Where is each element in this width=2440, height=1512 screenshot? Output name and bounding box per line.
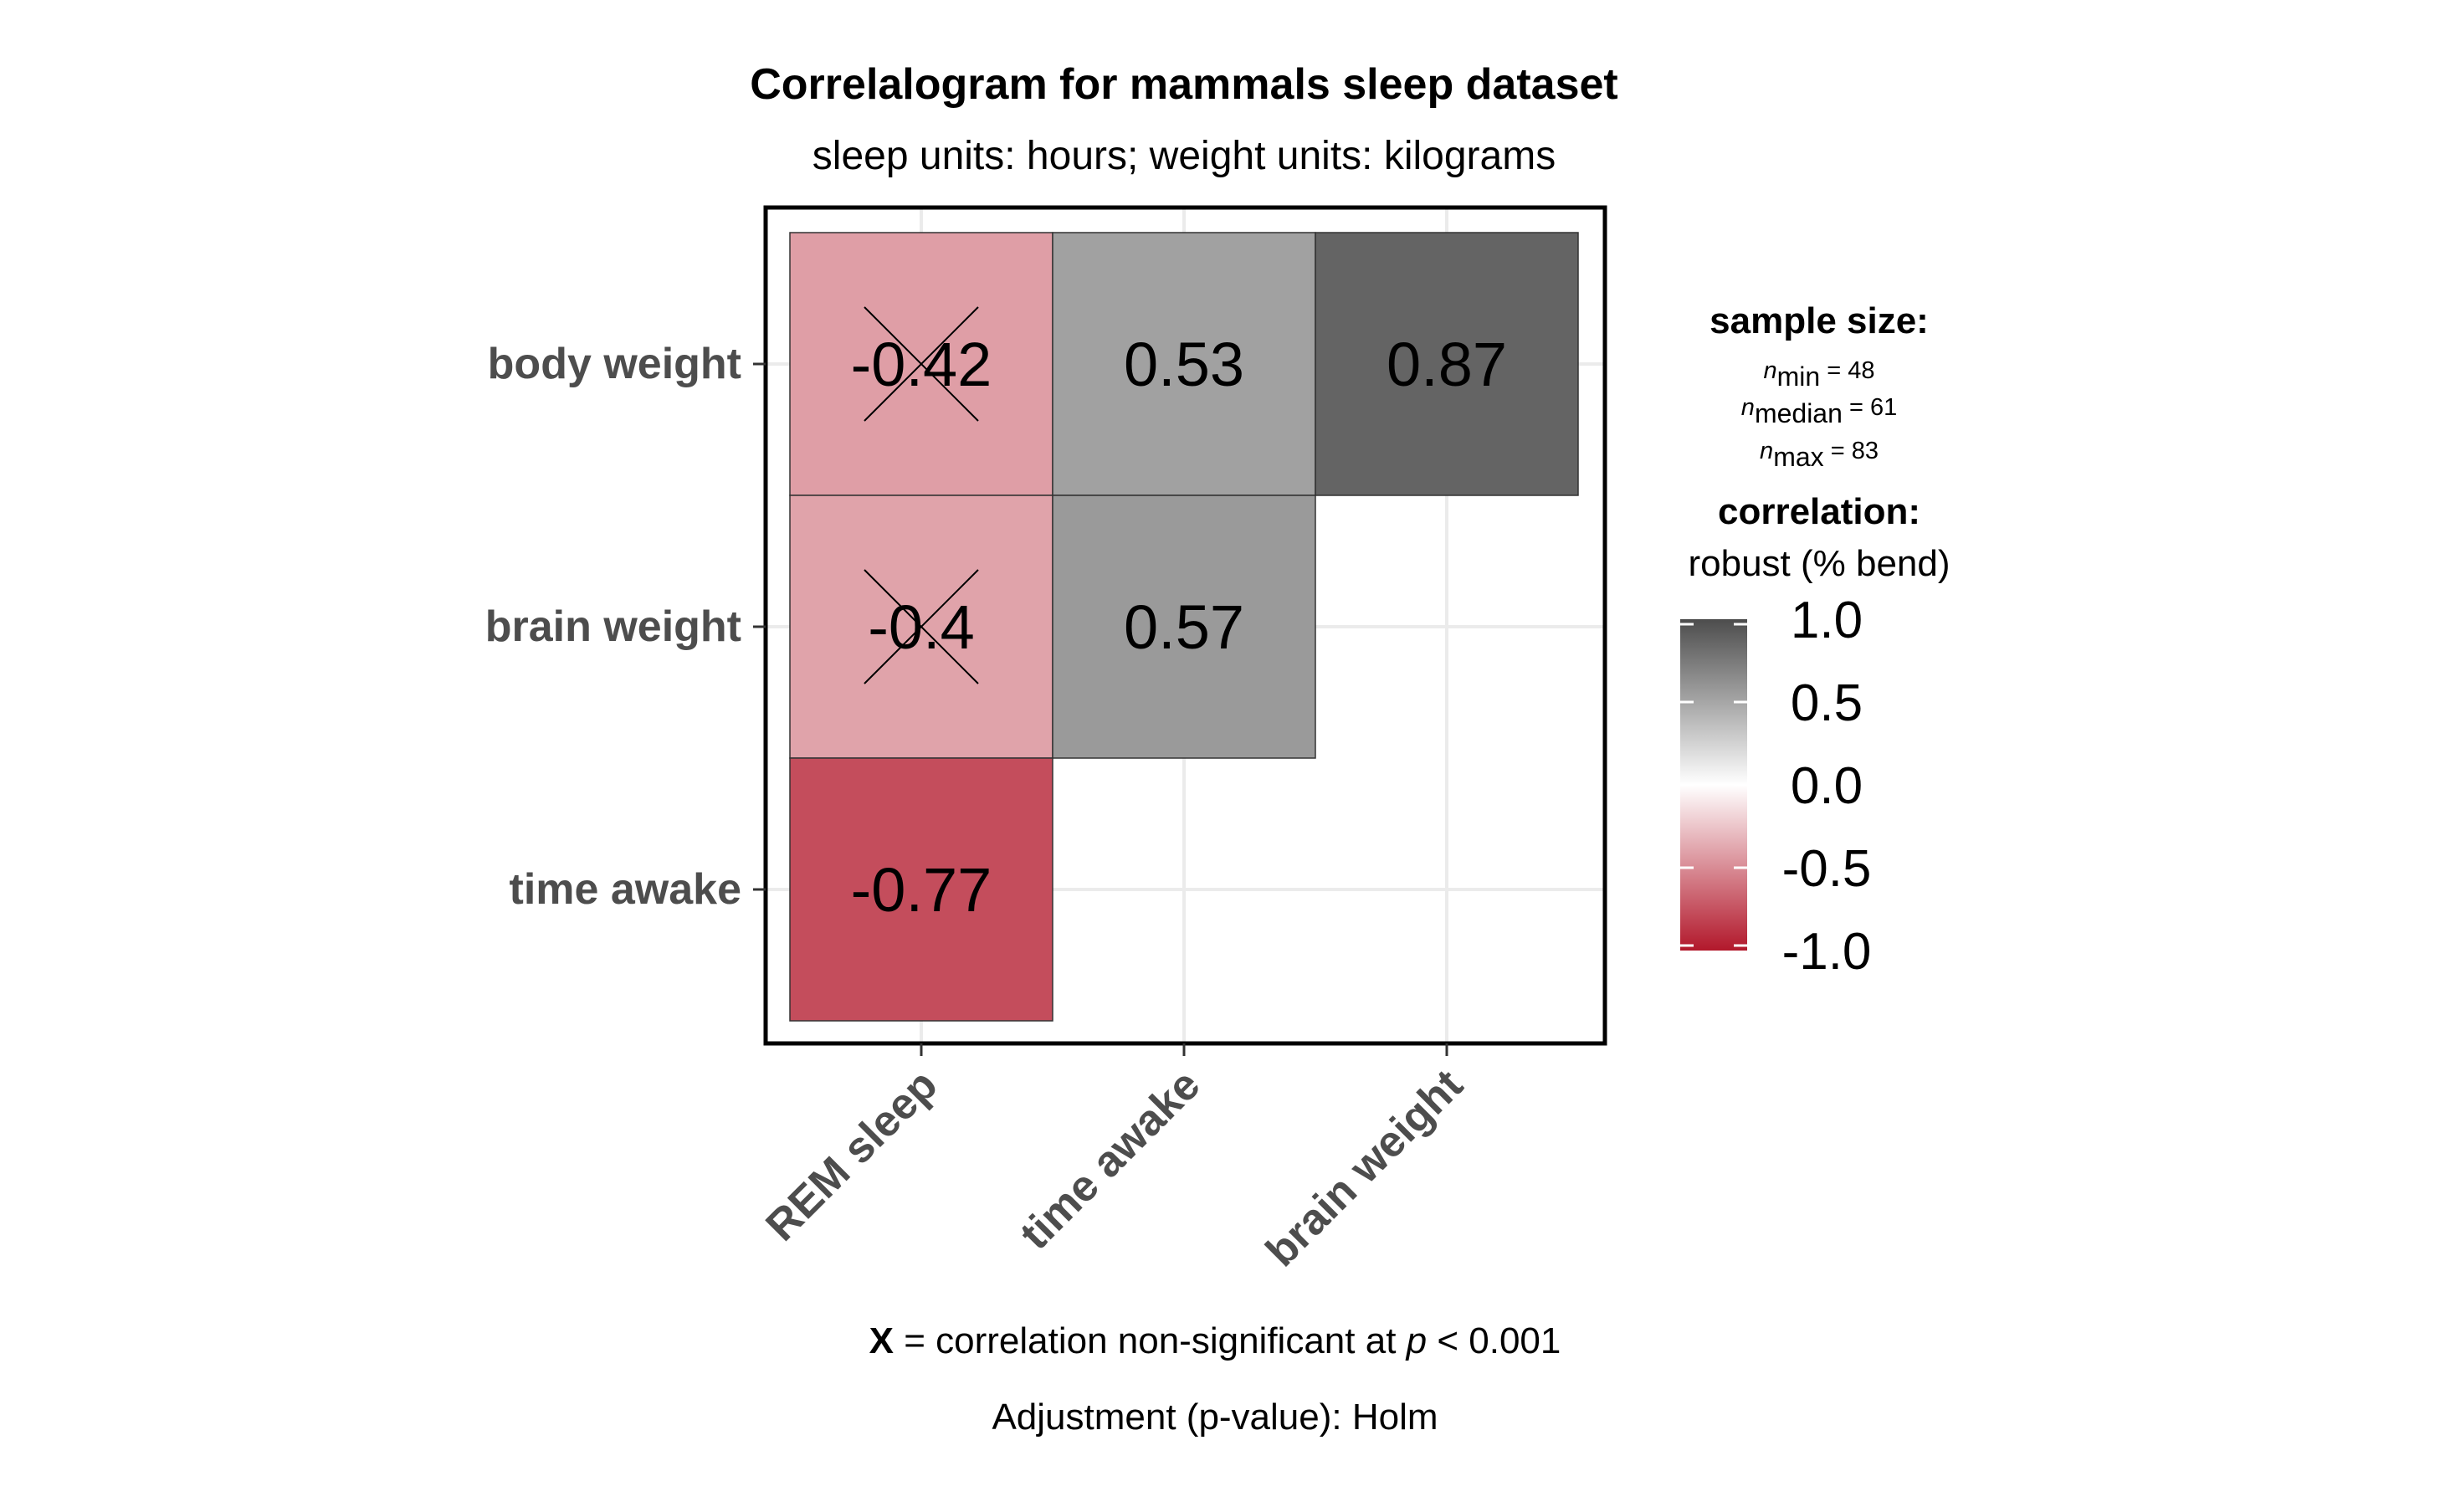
colorbar-tick-label: 1.0	[1791, 592, 1863, 649]
x-tick-label: REM sleep	[757, 1060, 947, 1250]
legend-n-median-value: = 61	[1843, 394, 1897, 421]
caption-text-before-p: = correlation non-significant at	[894, 1320, 1407, 1361]
cell-rect	[789, 757, 1053, 1022]
cell-rect	[1052, 232, 1316, 496]
colorbar-tick-label: 0.0	[1791, 757, 1863, 815]
x-tick-label: brain weight	[1257, 1060, 1473, 1276]
caption-p-symbol: p	[1405, 1320, 1427, 1361]
caption-x-mark: X	[869, 1320, 894, 1361]
caption: X = correlation non-significant at p < 0…	[869, 1320, 1561, 1438]
legend-n-max-subscript: max	[1773, 442, 1823, 472]
legend-n-min-symbol: n	[1763, 357, 1776, 384]
non-significant-cross-line	[864, 306, 979, 422]
chart-title: Correlalogram for mammals sleep dataset	[750, 60, 1618, 109]
cells-layer: -0.42 0.53 0.87 -0.4 0.57 -0.77	[789, 232, 1579, 1022]
legend-n-median: nmedian = 61	[1741, 394, 1897, 428]
legend-n-median-symbol: n	[1741, 394, 1755, 421]
y-tick-label: brain weight	[485, 602, 741, 651]
cell-value-label: -0.77	[851, 855, 992, 925]
y-tick-label: body weight	[488, 340, 741, 388]
chart-subtitle: sleep units: hours; weight units: kilogr…	[812, 134, 1556, 178]
legend-correlation-type: robust (% bend)	[1688, 543, 1950, 584]
legend-n-min-subscript: min	[1777, 361, 1821, 392]
non-significant-cross-line	[864, 569, 979, 684]
x-tick-label: time awake	[1011, 1060, 1209, 1258]
caption-text-after-p: < 0.001	[1427, 1320, 1561, 1361]
cell-rect	[1315, 232, 1579, 496]
legend-n-min: nmin = 48	[1763, 357, 1874, 392]
heatmap-cell: 0.87	[1315, 232, 1579, 496]
y-tick-label: time awake	[510, 865, 742, 914]
legend-n-max-symbol: n	[1760, 438, 1773, 464]
caption-adjustment: Adjustment (p-value): Holm	[992, 1397, 1438, 1438]
heatmap-cell: 0.53	[1052, 232, 1316, 496]
cell-value-label: 0.87	[1387, 330, 1507, 399]
heatmap-cell: -0.4	[789, 495, 1053, 759]
legend-n-max: nmax = 83	[1760, 438, 1879, 472]
legend-n-min-value: = 48	[1820, 357, 1874, 384]
cell-value-label: 0.57	[1124, 592, 1244, 662]
legend-correlation-title: correlation:	[1718, 491, 1920, 532]
legend-n-median-subscript: median	[1755, 398, 1843, 428]
colorbar-tick-label: -0.5	[1782, 840, 1872, 898]
legend-sample-size-title: sample size:	[1710, 300, 1929, 341]
caption-significance: X = correlation non-significant at p < 0…	[869, 1320, 1561, 1361]
heatmap-cell: -0.77	[789, 757, 1053, 1022]
cell-rect	[1052, 495, 1316, 759]
colorbar-tick-label: 0.5	[1791, 674, 1863, 732]
legend-n-max-value: = 83	[1824, 438, 1879, 464]
heatmap-cell: -0.42	[789, 232, 1053, 496]
colorbar-tick-label: -1.0	[1782, 923, 1872, 981]
heatmap-cell: 0.57	[1052, 495, 1316, 759]
cell-value-label: 0.53	[1124, 330, 1244, 399]
